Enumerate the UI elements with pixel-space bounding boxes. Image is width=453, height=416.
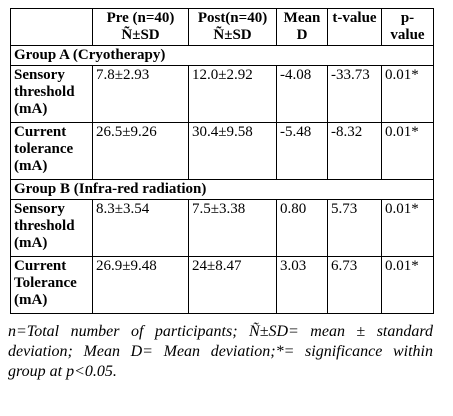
cell: 6.73 bbox=[327, 256, 382, 314]
header-cell: Pre (n=40) Ñ±SD bbox=[92, 8, 189, 46]
cell: 12.0±2.92 bbox=[188, 65, 277, 123]
cell: 26.9±9.48 bbox=[92, 256, 189, 314]
cell: 24±8.47 bbox=[188, 256, 277, 314]
cell: -5.48 bbox=[276, 122, 328, 180]
data-row: Current tolerance (mA) 26.5±9.26 30.4±9.58… bbox=[10, 122, 434, 180]
cell: -33.73 bbox=[327, 65, 382, 123]
cell: 5.73 bbox=[327, 199, 382, 257]
row-label: Sensory threshold (mA) bbox=[10, 65, 93, 123]
cell: 7.8±2.93 bbox=[92, 65, 189, 123]
cell: 0.80 bbox=[276, 199, 328, 257]
group-title: Group A (Cryotherapy) bbox=[10, 45, 434, 66]
row-label: Current Tolerance (mA) bbox=[10, 256, 93, 314]
cell: -4.08 bbox=[276, 65, 328, 123]
header-cell: Mean D bbox=[276, 8, 328, 46]
cell: 7.5±3.38 bbox=[188, 199, 277, 257]
cell: 0.01* bbox=[381, 65, 434, 123]
group-row: Group B (Infra-red radiation) bbox=[10, 179, 434, 200]
cell: 8.3±3.54 bbox=[92, 199, 189, 257]
cell: 30.4±9.58 bbox=[188, 122, 277, 180]
cell: 3.03 bbox=[276, 256, 328, 314]
group-row: Group A (Cryotherapy) bbox=[10, 45, 434, 66]
cell: 0.01* bbox=[381, 199, 434, 257]
data-row: Current Tolerance (mA) 26.9±9.48 24±8.47 3.… bbox=[10, 256, 434, 314]
header-cell bbox=[10, 8, 93, 46]
cell: 26.5±9.26 bbox=[92, 122, 189, 180]
row-label: Sensory threshold (mA) bbox=[10, 199, 93, 257]
group-title: Group B (Infra-red radiation) bbox=[10, 179, 434, 200]
cell: -8.32 bbox=[327, 122, 382, 180]
table-body: Group A (Cryotherapy) Sensory threshold (… bbox=[10, 45, 434, 314]
data-row: Sensory threshold (mA) 8.3±3.54 7.5±3.38 0.… bbox=[10, 199, 434, 257]
header-cell: t-value bbox=[327, 8, 382, 46]
data-row: Sensory threshold (mA) 7.8±2.93 12.0±2.92-… bbox=[10, 65, 434, 123]
header-cell: p-value bbox=[381, 8, 434, 46]
row-label: Current tolerance (mA) bbox=[10, 122, 93, 180]
cell: 0.01* bbox=[381, 256, 434, 314]
cell: 0.01* bbox=[381, 122, 434, 180]
header-cell: Post(n=40) Ñ±SD bbox=[188, 8, 277, 46]
caption: n=Total number of participants; Ñ±SD= me… bbox=[8, 323, 433, 380]
